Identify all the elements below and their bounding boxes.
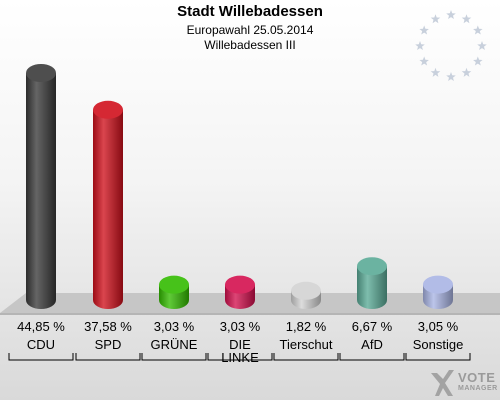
star-icon xyxy=(461,67,472,77)
category-bracket xyxy=(207,353,273,361)
bar-spd xyxy=(93,100,123,309)
category-label: LINKE xyxy=(221,350,259,365)
category-bracket xyxy=(273,353,339,361)
star-icon xyxy=(477,41,487,50)
value-label: 3,03 % xyxy=(220,319,261,334)
category-bracket xyxy=(339,353,405,361)
star-icon xyxy=(461,14,472,24)
value-label: 3,05 % xyxy=(418,319,459,334)
value-label: 3,03 % xyxy=(154,319,195,334)
floor-edge xyxy=(0,313,500,315)
value-label: 44,85 % xyxy=(17,319,65,334)
star-icon xyxy=(415,41,425,50)
chart-title: Stadt Willebadessen xyxy=(177,3,323,20)
category-label: CDU xyxy=(27,337,55,352)
category-label: AfD xyxy=(361,337,383,352)
category-label: Sonstige xyxy=(413,337,464,352)
category-bracket xyxy=(405,353,471,361)
star-icon xyxy=(419,56,429,66)
logo-text-manager: MANAGER xyxy=(458,385,498,392)
eu-stars-icon xyxy=(415,10,487,81)
category-bracket xyxy=(141,353,207,361)
bar-cdu xyxy=(26,64,56,309)
category-bracket xyxy=(8,353,74,361)
star-icon xyxy=(430,67,441,77)
star-icon xyxy=(473,56,483,66)
district-subtitle: Willebadessen III xyxy=(204,38,296,52)
star-icon xyxy=(430,14,441,24)
bar-die-linke xyxy=(225,275,255,309)
star-icon xyxy=(419,25,429,35)
category-label: GRÜNE xyxy=(151,337,198,352)
checkmark-x-icon xyxy=(431,370,454,396)
star-icon xyxy=(446,72,456,81)
bar-tierschut xyxy=(291,281,321,309)
vote-manager-logo: VOTE MANAGER xyxy=(428,366,500,400)
bar-afd xyxy=(357,257,387,309)
bar-grüne xyxy=(159,275,189,309)
election-subtitle: Europawahl 25.05.2014 xyxy=(186,23,314,37)
category-label: Tierschut xyxy=(280,337,333,352)
logo-text-vote: VOTE xyxy=(458,370,496,385)
category-label: SPD xyxy=(95,337,122,352)
value-label: 6,67 % xyxy=(352,319,393,334)
bar-sonstige xyxy=(423,275,453,309)
value-label: 37,58 % xyxy=(84,319,132,334)
value-label: 1,82 % xyxy=(286,319,327,334)
category-bracket xyxy=(75,353,141,361)
star-icon xyxy=(473,25,483,35)
category-label: DIE xyxy=(229,337,251,352)
star-icon xyxy=(446,10,456,19)
